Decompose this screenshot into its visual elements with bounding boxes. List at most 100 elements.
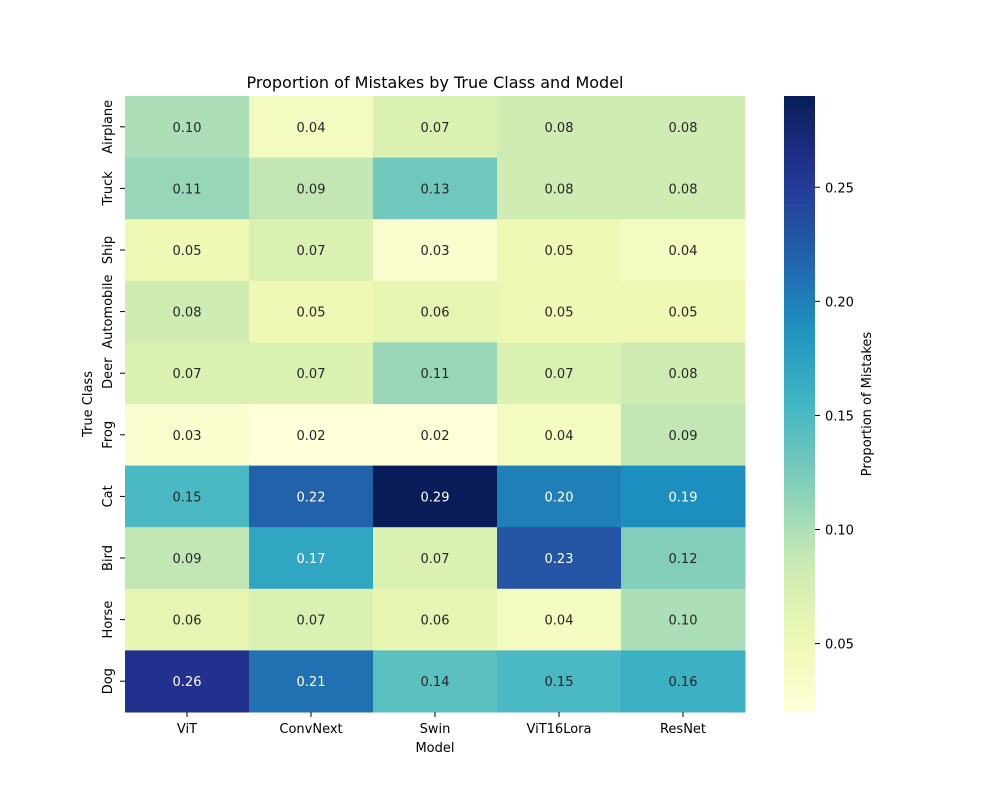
cell-value-label: 0.09 [669,429,698,444]
y-tick-label: Automobile [101,274,116,348]
heatmap-cell [249,157,374,220]
colorbar-tick-label: 0.10 [825,523,854,538]
cell-value-label: 0.02 [297,429,326,444]
heatmap-cell [621,157,746,220]
heatmap-cell [249,465,374,528]
heatmap-cell [249,280,374,343]
heatmap-cell [373,96,498,159]
heatmap-cell [497,219,622,282]
heatmap-cell [125,280,250,343]
cell-value-label: 0.04 [545,429,574,444]
cell-value-label: 0.20 [545,490,574,505]
cell-value-label: 0.06 [173,614,202,629]
x-tick-label: ConvNext [279,722,342,737]
cell-value-label: 0.08 [545,182,574,197]
cell-value-label: 0.05 [545,306,574,321]
heatmap-cell [249,527,374,590]
heatmap-cell [621,588,746,651]
heatmap-cell [125,527,250,590]
cell-value-label: 0.05 [669,306,698,321]
cell-value-label: 0.10 [669,614,698,629]
cell-value-label: 0.07 [297,367,326,382]
cell-value-label: 0.03 [173,429,202,444]
cell-value-label: 0.05 [297,306,326,321]
heatmap-cell [497,404,622,467]
cell-value-label: 0.14 [421,675,450,690]
colorbar-tick-label: 0.20 [825,295,854,310]
heatmap-cell [125,465,250,528]
cell-value-label: 0.26 [173,675,202,690]
heatmap-cell [125,588,250,651]
cell-value-label: 0.07 [173,367,202,382]
y-tick-label: Bird [101,545,116,571]
y-tick-label: Frog [101,421,116,449]
cell-value-label: 0.03 [421,244,450,259]
heatmap-cell [249,342,374,405]
cell-value-label: 0.08 [669,182,698,197]
colorbar: 0.05 0.10 0.15 0.20 0.25 [784,96,854,712]
x-tick-label: Swin [420,722,451,737]
cell-value-label: 0.05 [545,244,574,259]
heatmap-cell [373,280,498,343]
heatmap-cell [497,342,622,405]
cell-value-label: 0.09 [173,552,202,567]
heatmap-cell [373,588,498,651]
cell-value-label: 0.22 [297,490,326,505]
cell-value-label: 0.11 [173,182,202,197]
y-tick-label: Horse [101,601,116,639]
y-tick-label: Airplane [101,100,116,154]
x-axis-label: Model [415,741,454,756]
chart-title: Proportion of Mistakes by True Class and… [247,73,624,92]
x-tick-label: ViT16Lora [527,722,592,737]
heatmap-cell [497,157,622,220]
cell-value-label: 0.19 [669,490,698,505]
heatmap-cell [125,157,250,220]
heatmap-cell [125,404,250,467]
cell-value-label: 0.02 [421,429,450,444]
heatmap-cell [373,404,498,467]
heatmap-cell [621,527,746,590]
heatmap-cell [621,404,746,467]
cell-value-label: 0.06 [421,614,450,629]
cell-value-label: 0.08 [669,367,698,382]
heatmap-cell [125,342,250,405]
cell-value-label: 0.17 [297,552,326,567]
heatmap-cell [621,280,746,343]
x-axis-ticks: ViT ConvNext Swin ViT16Lora ResNet [177,712,706,737]
heatmap-cell [497,96,622,159]
heatmap-cell [497,280,622,343]
cell-value-label: 0.08 [669,121,698,136]
cell-value-label: 0.08 [173,306,202,321]
heatmap-cell [125,219,250,282]
cell-value-label: 0.08 [545,121,574,136]
y-tick-label: Dog [101,668,116,694]
heatmap-cell [497,650,622,713]
heatmap-cell [373,219,498,282]
heatmap-cell [373,650,498,713]
heatmap-cell [249,588,374,651]
heatmap-cell [621,650,746,713]
heatmap-cell [621,219,746,282]
heatmap-cell [497,465,622,528]
cell-value-label: 0.29 [421,490,450,505]
y-axis-ticks: Airplane Truck Ship Automobile Deer Frog Cat Bi… [101,100,125,694]
y-axis-label: True Class [81,371,96,438]
y-tick-label: Cat [101,485,116,507]
y-tick-label: Truck [101,171,116,207]
colorbar-tick-label: 0.05 [825,638,854,653]
heatmap-cell [497,527,622,590]
x-tick-label: ViT [177,722,197,737]
heatmap-cell [249,650,374,713]
heatmap-cell [249,219,374,282]
x-tick-label: ResNet [660,722,706,737]
heatmap-cell [249,96,374,159]
cell-value-label: 0.16 [669,675,698,690]
cell-value-label: 0.23 [545,552,574,567]
cell-value-label: 0.04 [669,244,698,259]
colorbar-label: Proportion of Mistakes [860,332,875,477]
cell-value-label: 0.07 [421,121,450,136]
heatmap-cell [497,588,622,651]
colorbar-tick-label: 0.15 [825,409,854,424]
cell-value-label: 0.15 [173,490,202,505]
